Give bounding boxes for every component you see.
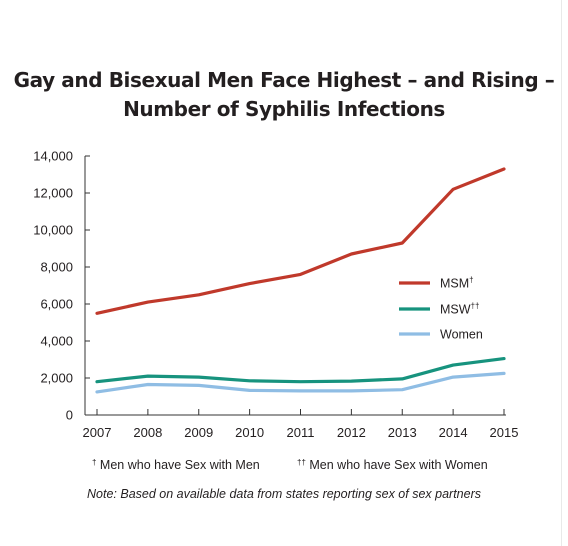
footnote-msm: † Men who have Sex with Men [92, 458, 260, 472]
legend-label-women: Women [440, 328, 483, 342]
x-tick-label: 2009 [184, 425, 213, 440]
legend-label-msm: MSM† [440, 276, 474, 291]
source-note: Note: Based on available data from state… [87, 487, 481, 501]
page-edge [561, 0, 562, 546]
footnote-msw: †† Men who have Sex with Women [297, 458, 488, 472]
y-tick-label: 6,000 [40, 297, 73, 312]
x-tick-label: 2013 [388, 425, 417, 440]
y-tick-label: 0 [66, 408, 73, 423]
y-tick-label: 10,000 [33, 223, 73, 238]
y-tick-label: 2,000 [40, 371, 73, 386]
x-tick-label: 2015 [490, 425, 519, 440]
chart-legend: MSM† MSW†† Women [399, 276, 483, 342]
y-tick-label: 12,000 [33, 186, 73, 201]
y-tick-label: 4,000 [40, 334, 73, 349]
chart-title: Gay and Bisexual Men Face Highest – and … [0, 66, 568, 124]
x-tick-label: 2014 [439, 425, 468, 440]
x-tick-label: 2012 [337, 425, 366, 440]
chart-series [95, 167, 506, 394]
legend-label-msw: MSW†† [440, 302, 479, 317]
x-tick-label: 2007 [83, 425, 112, 440]
y-tick-label: 14,000 [33, 149, 73, 164]
chart-axes: 0 2,000 4,000 6,000 8,000 10,000 12,000 14,000 2… [33, 149, 518, 441]
x-tick-label: 2008 [133, 425, 162, 440]
chart-title-line-1: Gay and Bisexual Men Face Highest – and … [13, 68, 555, 92]
chart-title-line-2: Number of Syphilis Infections [123, 97, 445, 121]
x-tick-label: 2011 [287, 425, 315, 440]
x-tick-label: 2010 [235, 425, 264, 440]
series-line-msm [95, 167, 506, 315]
footnotes: † Men who have Sex with Men †† Men who h… [0, 458, 568, 476]
y-tick-label: 8,000 [40, 260, 73, 275]
